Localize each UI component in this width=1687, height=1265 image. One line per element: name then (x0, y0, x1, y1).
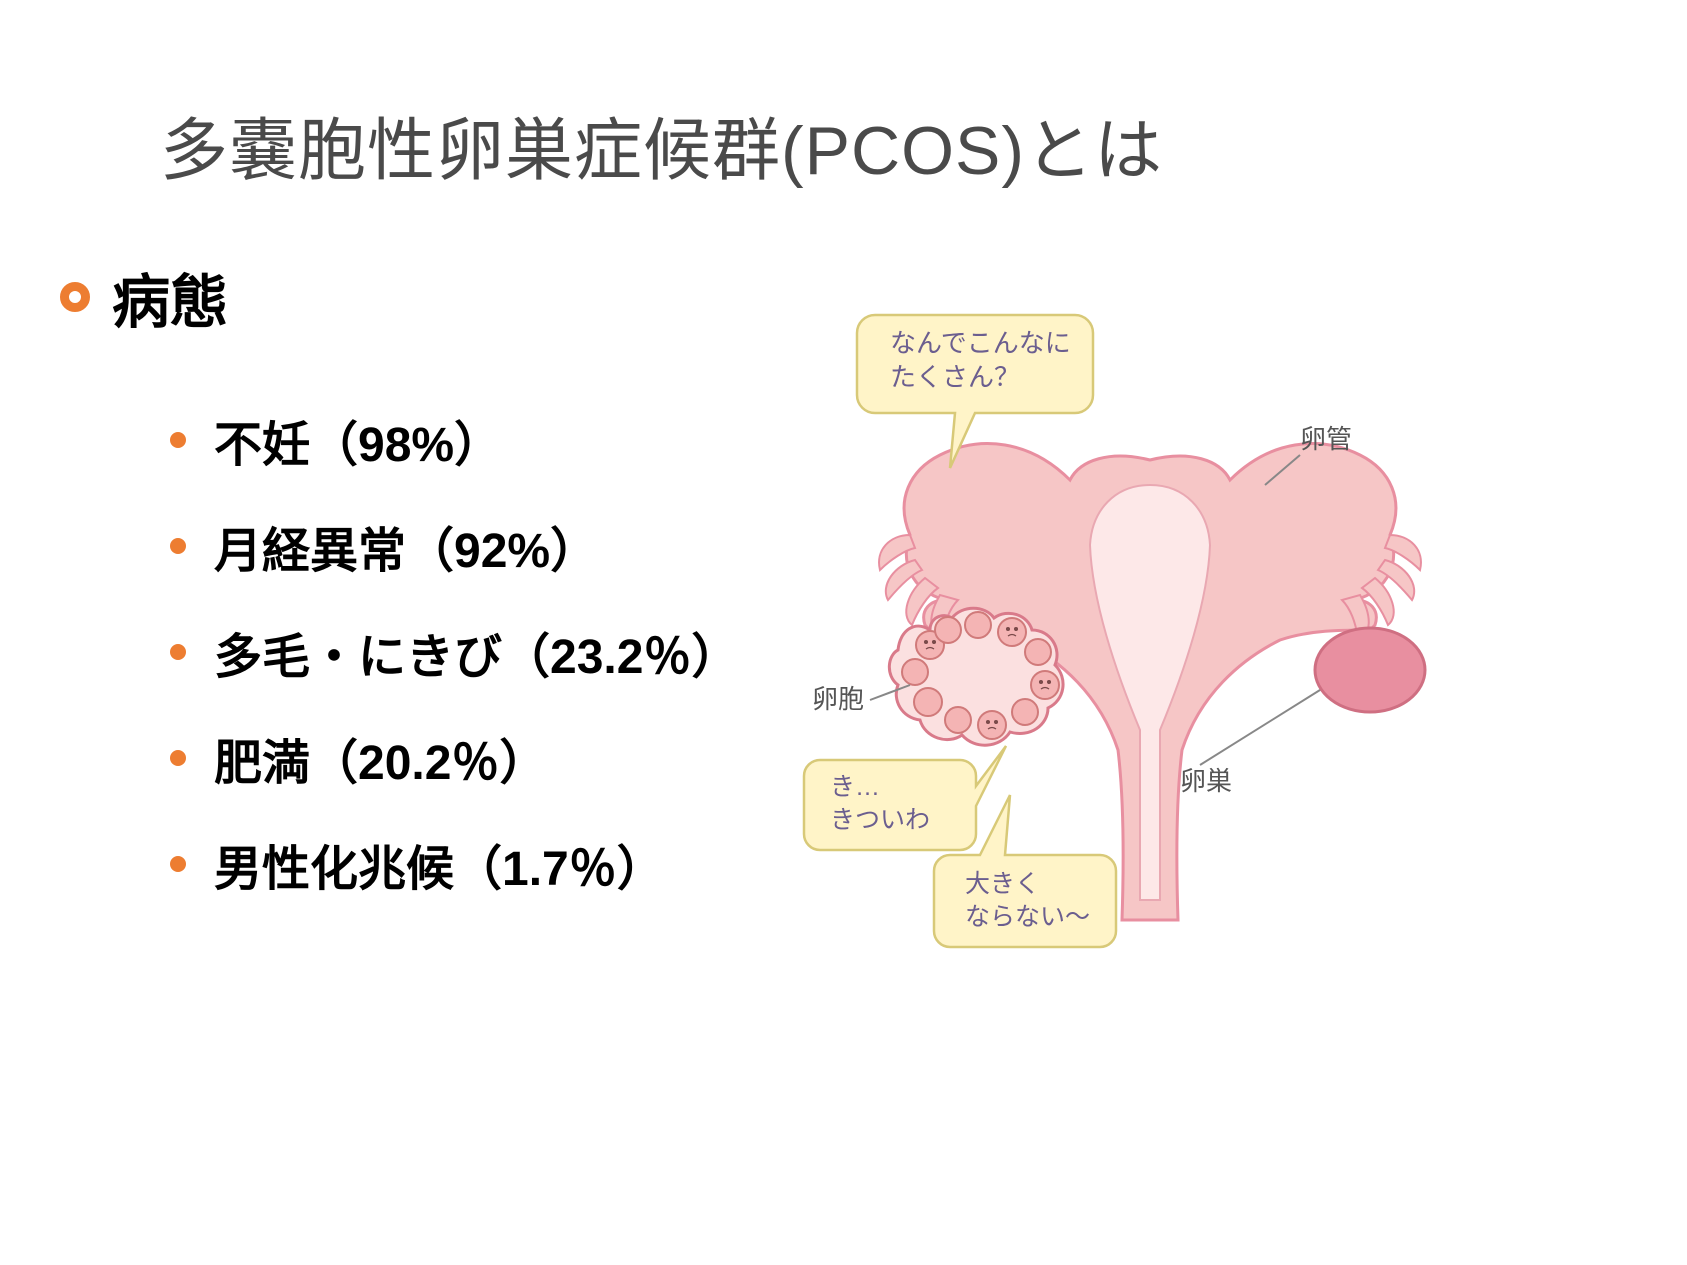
section-heading: 病態 (60, 255, 228, 339)
label-tube: 卵管 (1300, 424, 1352, 454)
dot-bullet-icon (170, 644, 186, 660)
label-ovary: 卵巣 (1180, 766, 1232, 796)
item-text: 肥満（20.2％） (214, 723, 547, 793)
section-text: 病態 (112, 255, 228, 339)
uterus-diagram: 卵管 卵胞 卵巣 なんでこんなに たくさん？ き… きついわ 大きく ならない～ (780, 300, 1520, 980)
ring-bullet-icon (60, 282, 90, 312)
dot-bullet-icon (170, 538, 186, 554)
list-item: 肥満（20.2％） (170, 723, 739, 793)
dot-bullet-icon (170, 432, 186, 448)
bubble-bottom-line2: ならない～ (965, 903, 1090, 931)
item-text: 月経異常（92%） (214, 511, 598, 581)
bubble-top-line2: たくさん？ (890, 362, 1020, 392)
bubble-left-line2: きついわ (830, 806, 930, 834)
label-follicle: 卵胞 (812, 684, 864, 714)
symptom-list: 不妊（98%） 月経異常（92%） 多毛・にきび（23.2％） 肥満（20.2％… (170, 405, 739, 935)
item-text: 男性化兆候（1.7％） (214, 829, 665, 899)
list-item: 不妊（98%） (170, 405, 739, 475)
slide-title: 多嚢胞性卵巣症候群(PCOS)とは (160, 95, 1163, 194)
list-item: 多毛・にきび（23.2％） (170, 617, 739, 687)
item-text: 不妊（98%） (214, 405, 502, 475)
list-item: 月経異常（92%） (170, 511, 739, 581)
ovary-right (1315, 628, 1425, 712)
speech-bubble-left: き… きついわ (804, 746, 1006, 850)
bubble-left-line1: き… (830, 773, 880, 801)
item-text: 多毛・にきび（23.2％） (214, 617, 739, 687)
list-item: 男性化兆候（1.7％） (170, 829, 739, 899)
dot-bullet-icon (170, 856, 186, 872)
bubble-top-line1: なんでこんなに (890, 328, 1071, 358)
slide: 多嚢胞性卵巣症候群(PCOS)とは 病態 不妊（98%） 月経異常（92%） 多… (0, 0, 1687, 1265)
dot-bullet-icon (170, 750, 186, 766)
bubble-bottom-line1: 大きく (965, 870, 1040, 898)
